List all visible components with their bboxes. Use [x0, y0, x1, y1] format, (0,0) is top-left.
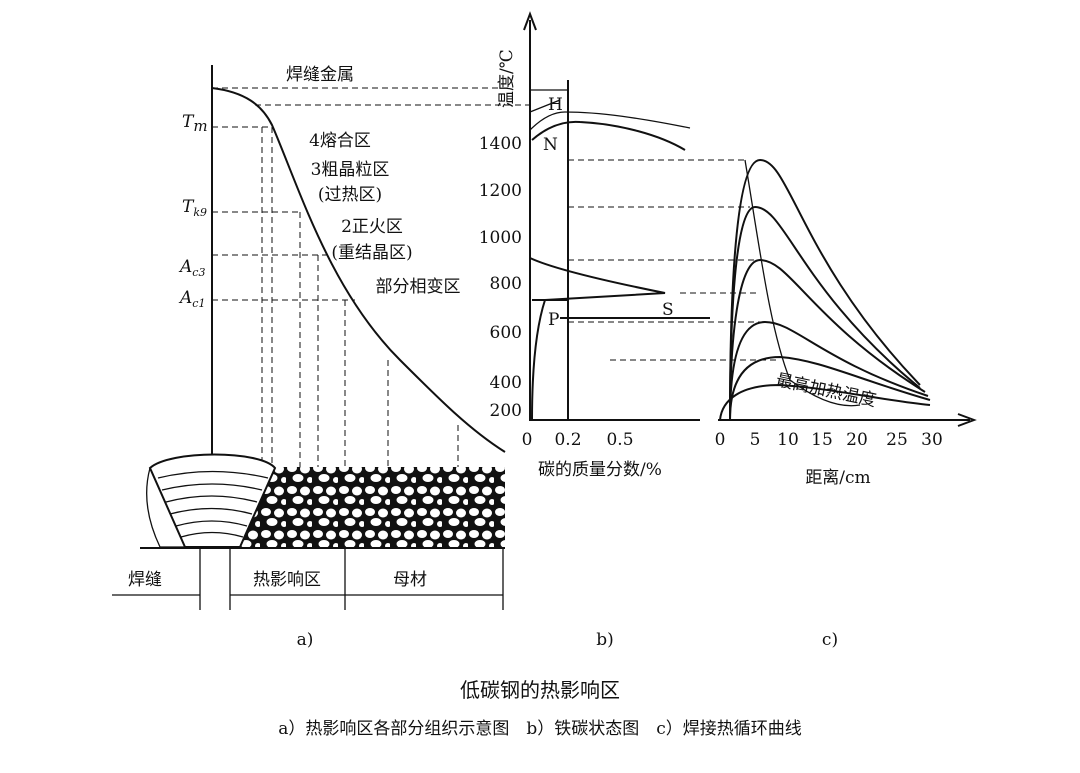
tick-label: 10 — [777, 430, 799, 450]
dimension-lines — [112, 548, 504, 610]
tick-label: 400 — [490, 373, 522, 393]
temp-label: Ac1 — [178, 288, 205, 310]
point-label: S — [662, 300, 674, 320]
tick-label: 0.2 — [554, 430, 581, 450]
bottom-label: 热影响区 — [253, 570, 321, 590]
temp-label: Tm — [182, 112, 208, 135]
panel-b: 温度/℃ 1400 1200 1000 800 600 400 200 0 0.… — [479, 11, 710, 650]
tick-label: 15 — [811, 430, 833, 450]
axes — [718, 413, 977, 427]
tick-label: 5 — [750, 430, 761, 450]
point-label: H — [548, 95, 563, 115]
curve — [211, 87, 506, 453]
axes — [523, 11, 700, 421]
tick-label: 30 — [921, 430, 943, 450]
point-label: P — [548, 310, 559, 330]
point-label: N — [543, 135, 558, 155]
tick-label: 600 — [490, 323, 522, 343]
zone: (重结晶区) — [331, 243, 412, 263]
tick-label: 25 — [886, 430, 908, 450]
temp-label: Tk9 — [182, 197, 207, 219]
tick-label: 0.5 — [606, 430, 633, 450]
axis-label: 碳的质量分数/% — [538, 460, 662, 480]
tick-label: 1200 — [479, 181, 522, 201]
y-ticks: 1400 1200 1000 800 600 400 200 — [479, 134, 522, 421]
tick-label: 1000 — [479, 228, 522, 248]
dashes — [212, 87, 530, 470]
weld-layers — [146, 467, 269, 548]
tick-label: 200 — [490, 401, 522, 421]
panel-c: 最高加热温度 0 5 10 15 20 25 30 距离/cm c) — [715, 158, 977, 650]
tick-label: 20 — [846, 430, 868, 450]
axis-label: 温度/℃ — [497, 49, 517, 108]
zone: 4熔合区 — [309, 131, 371, 151]
thermal-cycles — [719, 158, 931, 421]
tick-label: 0 — [715, 430, 726, 450]
bottom-label: 母材 — [393, 570, 427, 590]
max-temp-curve — [744, 159, 861, 407]
base-metal — [240, 467, 505, 547]
axis-label: 距离/cm — [805, 468, 870, 488]
zone: 焊缝金属 — [286, 65, 354, 85]
tick-label: 1400 — [479, 134, 522, 154]
weld — [148, 453, 277, 548]
panel-a: 焊缝金属 4熔合区 3粗晶粒区 (过热区) 2正火区 (重结晶区) 部分相变区 … — [112, 65, 530, 650]
x-ticks: 0 5 10 15 20 25 30 — [715, 430, 943, 450]
caption-title: 低碳钢的热影响区 — [460, 678, 620, 702]
tick-label: 0 — [522, 430, 533, 450]
zone: (过热区) — [318, 185, 382, 205]
panel-label: c) — [822, 630, 838, 650]
panel-label: a) — [297, 630, 314, 650]
connectors — [568, 159, 780, 361]
phase-lines — [529, 80, 710, 421]
curve-label: 最高加热温度 — [774, 370, 878, 411]
tick-label: 800 — [490, 274, 522, 294]
temp-label: Ac3 — [178, 257, 205, 279]
zone: 部分相变区 — [376, 277, 461, 297]
panel-label: b) — [596, 630, 614, 650]
zone: 3粗晶粒区 — [311, 160, 390, 180]
caption-subtitle: a）热影响区各部分组织示意图 b）铁碳状态图 c）焊接热循环曲线 — [278, 719, 802, 739]
bottom-label: 焊缝 — [128, 570, 162, 590]
zone: 2正火区 — [341, 217, 403, 237]
